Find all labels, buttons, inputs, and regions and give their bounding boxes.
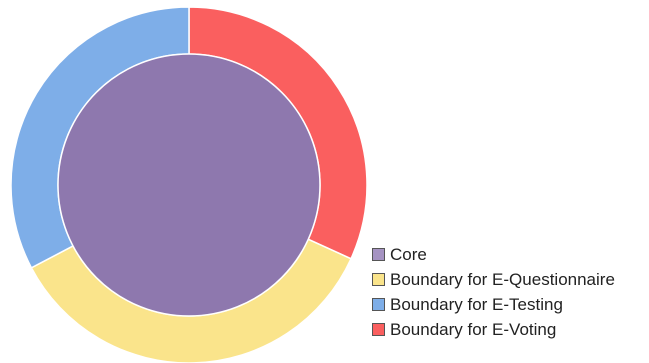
slice-core [57, 53, 321, 317]
legend-item-e-testing: Boundary for E-Testing [372, 292, 615, 317]
legend-item-e-voting: Boundary for E-Voting [372, 317, 615, 342]
legend-swatch-core [372, 248, 385, 261]
legend-item-core: Core [372, 242, 615, 267]
legend-label-e-questionnaire: Boundary for E-Questionnaire [390, 269, 615, 289]
legend-label-e-testing: Boundary for E-Testing [390, 294, 563, 314]
legend-swatch-e-voting [372, 323, 385, 336]
legend-label-e-voting: Boundary for E-Voting [390, 319, 557, 339]
legend-label-core: Core [390, 244, 427, 264]
legend-swatch-e-testing [372, 298, 385, 311]
legend: Core Boundary for E-Questionnaire Bounda… [372, 242, 615, 342]
legend-item-e-questionnaire: Boundary for E-Questionnaire [372, 267, 615, 292]
legend-swatch-e-questionnaire [372, 273, 385, 286]
